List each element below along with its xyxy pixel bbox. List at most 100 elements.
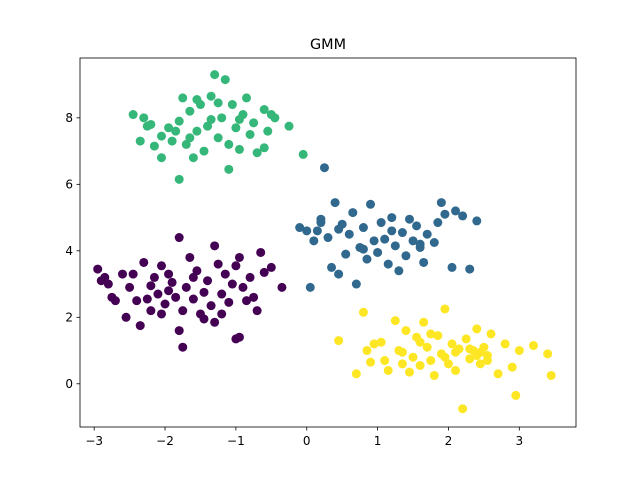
data-point-cluster-1-56	[118, 269, 128, 279]
data-point-cluster-3-25	[231, 123, 241, 133]
data-point-cluster-1-16	[153, 289, 163, 299]
data-point-cluster-4-26	[447, 339, 457, 349]
data-point-cluster-3-1	[128, 110, 138, 120]
data-point-cluster-2-15	[348, 208, 358, 218]
data-point-cluster-1-25	[178, 342, 188, 352]
data-point-cluster-3-24	[227, 100, 237, 110]
data-point-cluster-4-21	[429, 370, 439, 380]
plot-area-frame	[79, 57, 577, 428]
data-point-cluster-3-3	[139, 113, 149, 123]
data-point-cluster-3-9	[174, 116, 184, 126]
data-point-cluster-2-27	[390, 241, 400, 251]
y-tick-label: 4	[65, 244, 73, 258]
data-point-cluster-4-27	[451, 365, 461, 375]
data-point-cluster-3-12	[185, 106, 195, 116]
data-point-cluster-4-8	[380, 356, 390, 366]
x-tick-label: 3	[515, 434, 523, 448]
data-point-cluster-3-40	[266, 110, 276, 120]
x-tick-label: −1	[227, 434, 245, 448]
data-point-cluster-1-38	[220, 269, 230, 279]
x-tick-label: 2	[445, 434, 453, 448]
data-point-cluster-1-18	[160, 299, 170, 309]
data-point-cluster-3-16	[199, 146, 209, 156]
data-point-cluster-4-18	[419, 317, 429, 327]
data-point-cluster-4-13	[401, 326, 411, 336]
data-point-cluster-4-39	[500, 339, 510, 349]
data-point-cluster-3-23	[224, 139, 234, 149]
data-point-cluster-4-34	[475, 359, 485, 369]
data-point-cluster-3-28	[242, 93, 252, 103]
data-point-cluster-3-39	[259, 143, 269, 153]
data-point-cluster-2-40	[440, 209, 450, 219]
data-point-cluster-1-23	[174, 326, 184, 336]
data-point-cluster-1-33	[206, 301, 216, 311]
data-point-cluster-1-59	[234, 332, 244, 342]
data-point-cluster-4-10	[390, 316, 400, 326]
data-point-cluster-4-45	[546, 370, 556, 380]
data-point-cluster-4-3	[358, 307, 368, 317]
data-point-cluster-4-41	[511, 390, 521, 400]
data-point-cluster-1-26	[181, 282, 191, 292]
data-point-cluster-3-37	[174, 174, 184, 184]
data-point-cluster-1-14	[146, 306, 156, 316]
data-point-cluster-3-29	[245, 129, 255, 139]
data-point-cluster-1-10	[132, 296, 142, 306]
data-point-cluster-2-16	[351, 279, 361, 289]
data-point-cluster-2-31	[404, 214, 414, 224]
data-point-cluster-1-40	[227, 279, 237, 289]
data-point-cluster-4-44	[543, 349, 553, 359]
data-point-cluster-4-52	[426, 329, 436, 339]
data-point-cluster-4-48	[440, 352, 450, 362]
data-point-cluster-4-53	[451, 347, 461, 357]
data-point-cluster-4-15	[408, 352, 418, 362]
data-point-cluster-2-37	[429, 238, 439, 247]
data-point-cluster-2-25	[383, 259, 393, 269]
data-point-cluster-1-27	[185, 252, 195, 262]
y-tick-label: 6	[65, 177, 73, 191]
data-point-cluster-2-1	[295, 223, 305, 233]
data-point-cluster-4-33	[472, 324, 482, 334]
data-point-cluster-1-34	[210, 317, 220, 327]
data-point-cluster-4-37	[486, 329, 496, 339]
data-point-cluster-4-43	[528, 341, 538, 351]
data-point-cluster-2-45	[472, 216, 482, 226]
data-point-cluster-2-13	[341, 249, 351, 259]
data-point-cluster-3-26	[234, 144, 244, 154]
x-tick-label: −2	[156, 434, 174, 448]
data-point-cluster-3-47	[185, 133, 195, 143]
data-point-cluster-2-5	[312, 226, 322, 236]
data-point-cluster-2-49	[387, 226, 397, 236]
data-point-cluster-1-32	[203, 276, 213, 286]
data-point-cluster-3-36	[298, 149, 308, 159]
data-point-cluster-1-13	[142, 294, 152, 304]
data-point-cluster-3-11	[181, 139, 191, 149]
data-point-cluster-1-35	[210, 241, 220, 251]
data-point-cluster-1-1	[93, 264, 103, 274]
data-point-cluster-4-4	[362, 346, 372, 356]
data-point-cluster-2-2	[302, 226, 312, 236]
data-point-cluster-3-6	[156, 153, 166, 163]
data-point-cluster-4-17	[415, 361, 425, 370]
data-point-cluster-1-47	[256, 247, 266, 257]
data-point-cluster-1-60	[249, 292, 259, 302]
data-point-cluster-1-52	[156, 261, 166, 271]
data-point-cluster-1-55	[217, 309, 227, 319]
data-point-cluster-1-3	[100, 272, 110, 282]
data-point-cluster-3-30	[249, 118, 259, 128]
data-point-cluster-2-28	[394, 266, 404, 276]
data-point-cluster-2-18	[358, 223, 368, 233]
data-point-cluster-1-57	[146, 281, 156, 291]
data-point-cluster-1-45	[245, 272, 255, 282]
data-point-cluster-1-21	[171, 292, 181, 302]
y-tick-label: 2	[65, 310, 73, 324]
data-point-cluster-1-12	[139, 257, 149, 267]
data-point-cluster-2-26	[387, 213, 397, 223]
data-point-cluster-4-49	[415, 337, 425, 347]
data-point-cluster-2-9	[327, 262, 337, 272]
data-point-cluster-3-31	[252, 148, 262, 158]
data-point-cluster-1-48	[259, 267, 269, 277]
data-point-cluster-2-36	[422, 229, 432, 239]
data-point-cluster-4-25	[443, 359, 453, 369]
data-point-cluster-2-30	[401, 251, 411, 261]
data-point-cluster-1-6	[110, 296, 120, 306]
